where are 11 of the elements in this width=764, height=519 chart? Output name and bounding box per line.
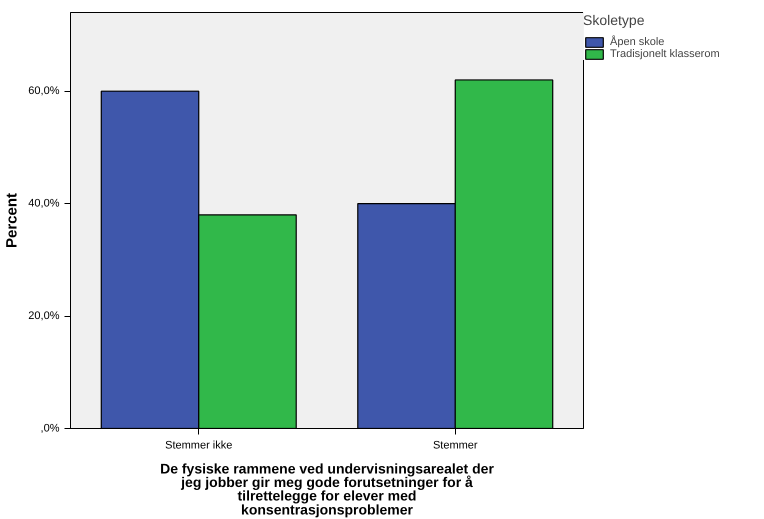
- x-axis-title: De fysiske rammene ved undervisningsarealet der jeg jobber gir meg gode forutsetninger for å tilrettelegge for elever med konsentrasjonsproblemer: [160, 460, 494, 518]
- y-tick-label: 20,0%: [28, 310, 60, 322]
- y-tick-label: 60,0%: [28, 85, 60, 98]
- legend-label: Tradisjonelt klasserom: [610, 48, 720, 60]
- x-tick-label: Stemmer: [432, 440, 478, 452]
- y-tick-label: 40,0%: [28, 198, 60, 210]
- y-axis-title: Percent: [3, 192, 20, 248]
- legend-label: Åpen skole: [610, 36, 664, 48]
- y-tick-label: ,0%: [40, 422, 60, 434]
- legend-title: Skoletype: [583, 12, 646, 28]
- x-tick-label: Stemmer ikke: [165, 440, 232, 452]
